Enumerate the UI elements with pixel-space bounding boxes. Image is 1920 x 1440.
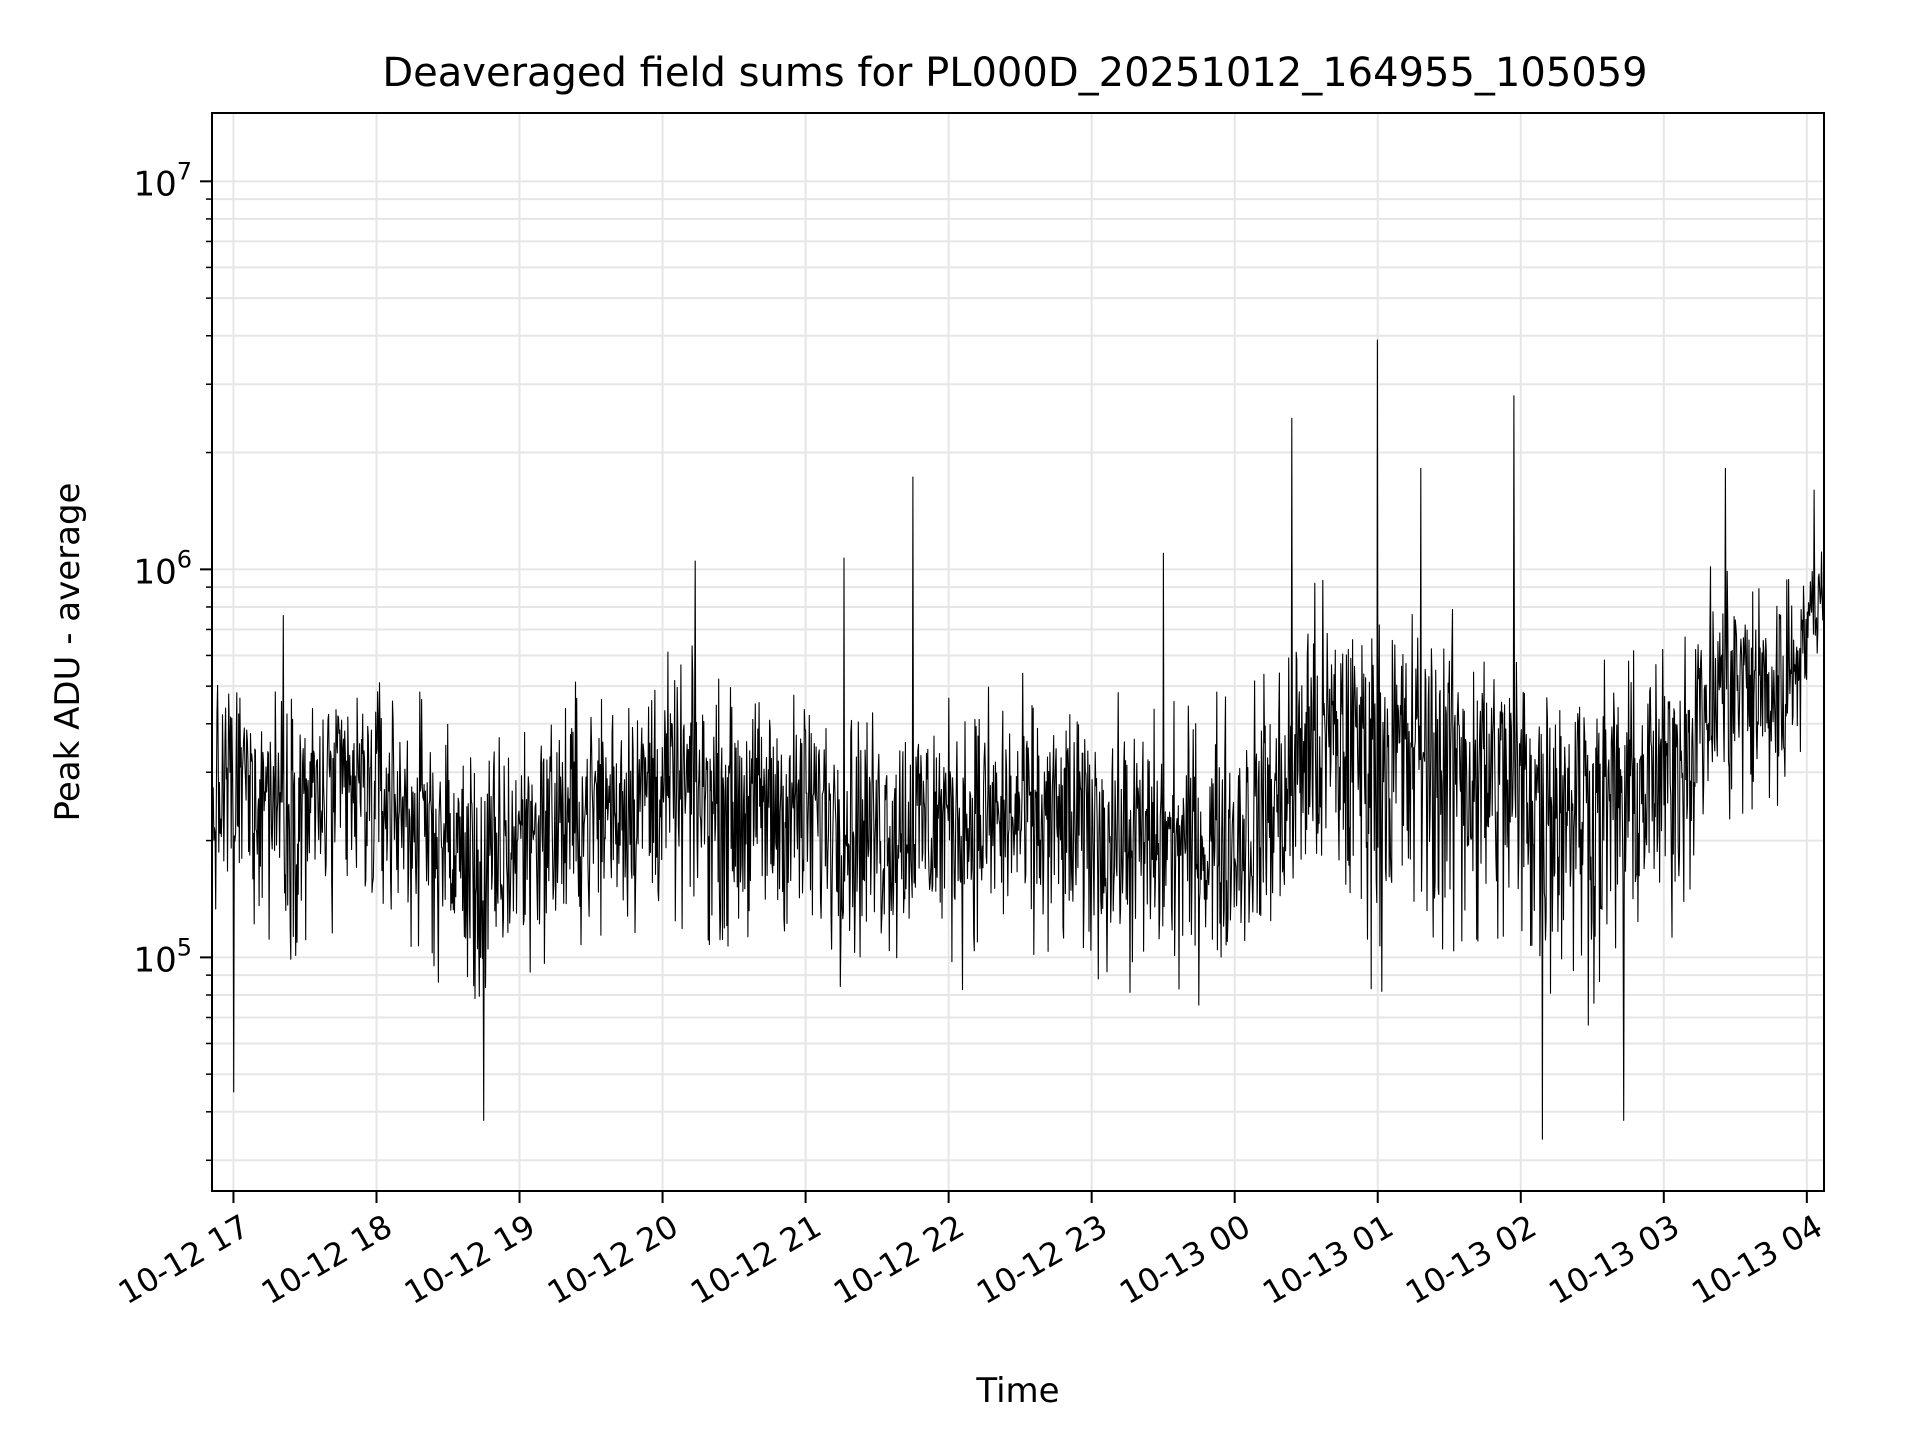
plot-background	[212, 113, 1824, 1191]
y-tick-label: 106	[133, 545, 192, 592]
chart-title: Deaveraged field sums for PL000D_2025101…	[382, 50, 1647, 96]
series-line-peak-adu	[212, 339, 1824, 1140]
data-series	[212, 339, 1824, 1140]
y-axis-label: Peak ADU - average	[48, 483, 88, 822]
x-axis-label: Time	[975, 1371, 1059, 1411]
y-tick-label: 105	[133, 933, 192, 980]
plot-area: 10-12 17 10-12 18 10-12 19 10-12 20 10-12 21…	[112, 112, 1829, 1312]
y-tick-exponent: 5	[177, 933, 192, 961]
y-tick-exponent: 6	[177, 545, 192, 573]
plot-frame	[211, 112, 1825, 1192]
y-tick-base: 10	[133, 552, 176, 592]
y-tick-exponent: 7	[177, 157, 192, 185]
y-tick-base: 10	[133, 164, 176, 204]
y-tick-base: 10	[133, 940, 176, 980]
y-tick-label: 107	[133, 157, 192, 204]
